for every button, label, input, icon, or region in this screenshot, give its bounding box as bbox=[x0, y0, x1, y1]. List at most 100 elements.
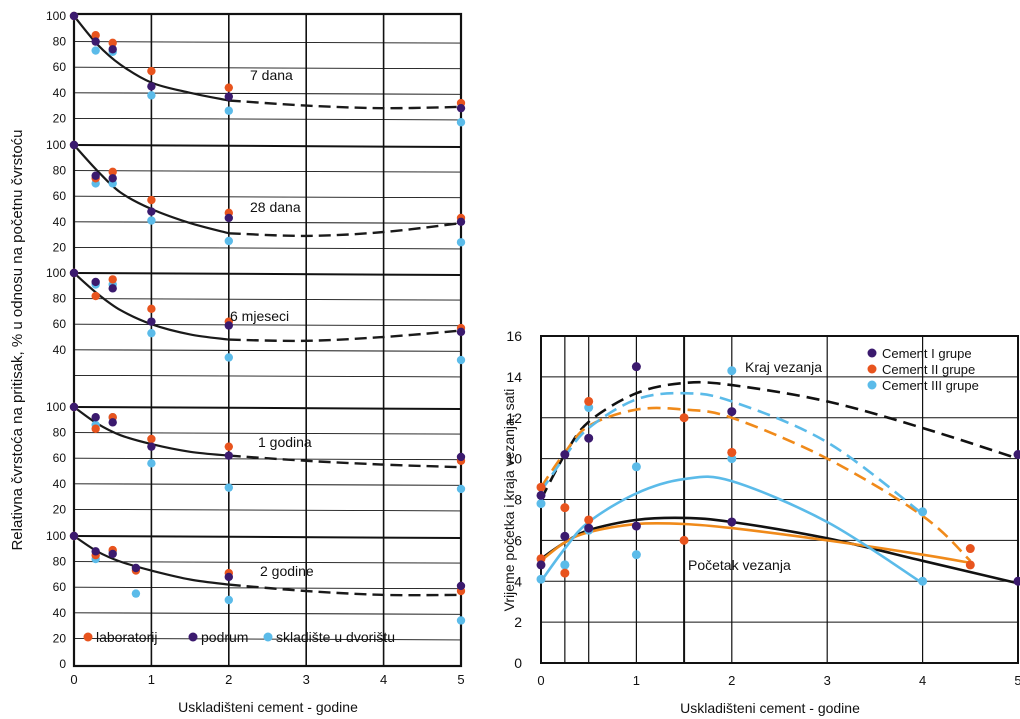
point-skladiste bbox=[225, 237, 233, 245]
point-cement-3 bbox=[537, 575, 546, 584]
point-laboratorij bbox=[147, 67, 155, 75]
point-podrum bbox=[457, 328, 465, 336]
fit-curve-dashed bbox=[229, 585, 461, 596]
left-hgrid bbox=[74, 196, 461, 198]
left-hgrid bbox=[74, 93, 461, 95]
panel-separator bbox=[74, 145, 461, 147]
curve-kraj bbox=[541, 408, 970, 561]
y-tick-label: 80 bbox=[53, 35, 67, 49]
x-tick-label: 1 bbox=[148, 672, 155, 687]
x-tick-label: 0 bbox=[70, 672, 77, 687]
point-podrum bbox=[457, 104, 465, 112]
fit-curve-dashed bbox=[229, 223, 461, 236]
panel-separator bbox=[74, 273, 461, 275]
point-cement-1 bbox=[560, 450, 569, 459]
left-hgrid bbox=[74, 42, 461, 44]
point-podrum bbox=[147, 317, 155, 325]
fit-curve-dashed bbox=[229, 101, 461, 109]
legend-marker bbox=[868, 349, 877, 358]
right-xlabel: Uskladišteni cement - godine bbox=[680, 700, 860, 716]
panel-label: 28 dana bbox=[250, 199, 301, 215]
point-laboratorij bbox=[147, 196, 155, 204]
y-tick-label: 80 bbox=[53, 426, 67, 440]
panel-label: 2 godine bbox=[260, 563, 314, 579]
y-tick-label: 60 bbox=[53, 60, 67, 74]
legend-marker bbox=[264, 633, 273, 642]
point-cement-2 bbox=[560, 503, 569, 512]
legend-marker bbox=[189, 633, 198, 642]
x-tick-label: 5 bbox=[1014, 673, 1020, 688]
y-tick-label: 100 bbox=[46, 9, 66, 23]
legend-marker bbox=[84, 633, 93, 642]
point-laboratorij bbox=[91, 425, 99, 433]
y-tick-label: 0 bbox=[59, 657, 66, 671]
point-laboratorij bbox=[109, 275, 117, 283]
left-hgrid bbox=[74, 118, 461, 120]
point-podrum bbox=[109, 174, 117, 182]
point-laboratorij bbox=[225, 83, 233, 91]
y-tick-label: 60 bbox=[53, 580, 67, 594]
point-cement-2 bbox=[966, 560, 975, 569]
point-podrum bbox=[225, 451, 233, 459]
point-skladiste bbox=[147, 459, 155, 467]
point-cement-2 bbox=[560, 569, 569, 578]
y-tick-label: 100 bbox=[46, 529, 66, 543]
left-hgrid bbox=[74, 484, 461, 486]
x-tick-label: 2 bbox=[728, 673, 735, 688]
point-skladiste bbox=[457, 616, 465, 624]
point-laboratorij bbox=[147, 435, 155, 443]
left-hgrid bbox=[74, 299, 461, 301]
point-skladiste bbox=[147, 216, 155, 224]
x-tick-label: 5 bbox=[457, 672, 464, 687]
panel-label: 7 dana bbox=[250, 67, 293, 83]
legend-label: Cement III grupe bbox=[882, 378, 979, 393]
y-tick-label: 80 bbox=[53, 555, 67, 569]
left-chart: 1008060402010080604020100806040100806040… bbox=[9, 9, 465, 715]
y-tick-label: 20 bbox=[53, 631, 67, 645]
right-chart-curves bbox=[541, 382, 1018, 583]
x-tick-label: 1 bbox=[633, 673, 640, 688]
annotation-kraj-vezanja: Kraj vezanja bbox=[745, 359, 822, 375]
point-skladiste bbox=[132, 589, 140, 597]
point-laboratorij bbox=[225, 442, 233, 450]
x-tick-label: 4 bbox=[919, 673, 926, 688]
point-cement-1 bbox=[632, 522, 641, 531]
y-tick-label: 100 bbox=[46, 400, 66, 414]
point-cement-3 bbox=[632, 462, 641, 471]
point-skladiste bbox=[457, 118, 465, 126]
left-hgrid bbox=[74, 324, 461, 326]
point-cement-1 bbox=[584, 524, 593, 533]
legend-label: laboratorij bbox=[96, 629, 157, 645]
point-cement-1 bbox=[560, 532, 569, 541]
legend-marker bbox=[868, 365, 877, 374]
point-cement-1 bbox=[584, 434, 593, 443]
y-tick-label: 40 bbox=[53, 343, 67, 357]
point-cement-3 bbox=[537, 499, 546, 508]
legend-label: Cement I grupe bbox=[882, 346, 972, 361]
legend-label: Cement II grupe bbox=[882, 362, 975, 377]
x-tick-label: 4 bbox=[380, 672, 387, 687]
legend-label: podrum bbox=[201, 629, 248, 645]
point-podrum bbox=[147, 207, 155, 215]
point-cement-3 bbox=[560, 560, 569, 569]
y-tick-label: 20 bbox=[53, 502, 67, 516]
panel-separator bbox=[74, 407, 461, 409]
point-skladiste bbox=[91, 46, 99, 54]
y-tick-label: 60 bbox=[53, 317, 67, 331]
y-tick-label: 0 bbox=[514, 655, 522, 671]
left-hgrid bbox=[74, 509, 461, 511]
point-podrum bbox=[70, 12, 78, 20]
legend-label: skladište u dvorištu bbox=[276, 629, 395, 645]
point-cement-2 bbox=[966, 544, 975, 553]
point-cement-1 bbox=[727, 407, 736, 416]
y-tick-label: 60 bbox=[53, 451, 67, 465]
point-skladiste bbox=[457, 238, 465, 246]
point-laboratorij bbox=[147, 305, 155, 313]
panel-separator bbox=[74, 536, 461, 538]
right-ylabel: Vrijeme početka i kraja vezanja, sati bbox=[501, 389, 517, 612]
point-cement-3 bbox=[632, 550, 641, 559]
point-skladiste bbox=[225, 353, 233, 361]
y-tick-label: 20 bbox=[53, 240, 67, 254]
